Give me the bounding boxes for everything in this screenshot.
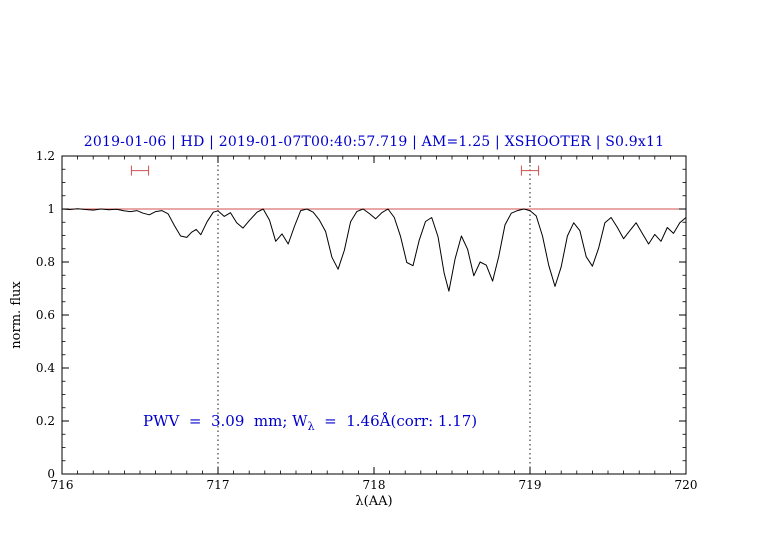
- annotation-text-pre: PWV = 3.09 mm; W: [143, 412, 308, 430]
- x-tick-label: 716: [51, 478, 74, 492]
- y-tick-label: 0.4: [36, 361, 55, 375]
- y-tick-label: 0.2: [36, 414, 55, 428]
- y-tick-label: 0: [47, 467, 55, 481]
- spectrum-line: [61, 208, 687, 292]
- y-tick-label: 1: [47, 202, 55, 216]
- x-tick-label: 719: [519, 478, 542, 492]
- y-tick-label: 0.8: [36, 255, 55, 269]
- y-tick-label: 0.6: [36, 308, 55, 322]
- annotation-text-post: = 1.46Å(corr: 1.17): [314, 412, 478, 430]
- x-axis-label: λ(AA): [355, 494, 392, 509]
- plot-title: 2019-01-06 | HD | 2019-01-07T00:40:57.71…: [83, 134, 665, 150]
- y-tick-label: 1.2: [36, 149, 55, 163]
- x-tick-label: 718: [363, 478, 386, 492]
- y-axis-label: norm. flux: [9, 281, 24, 349]
- pwv-annotation: PWV = 3.09 mm; Wλ = 1.46Å(corr: 1.17): [143, 412, 477, 433]
- x-tick-label: 717: [207, 478, 230, 492]
- annotation-lambda-subscript: λ: [307, 420, 315, 433]
- x-tick-label: 720: [675, 478, 698, 492]
